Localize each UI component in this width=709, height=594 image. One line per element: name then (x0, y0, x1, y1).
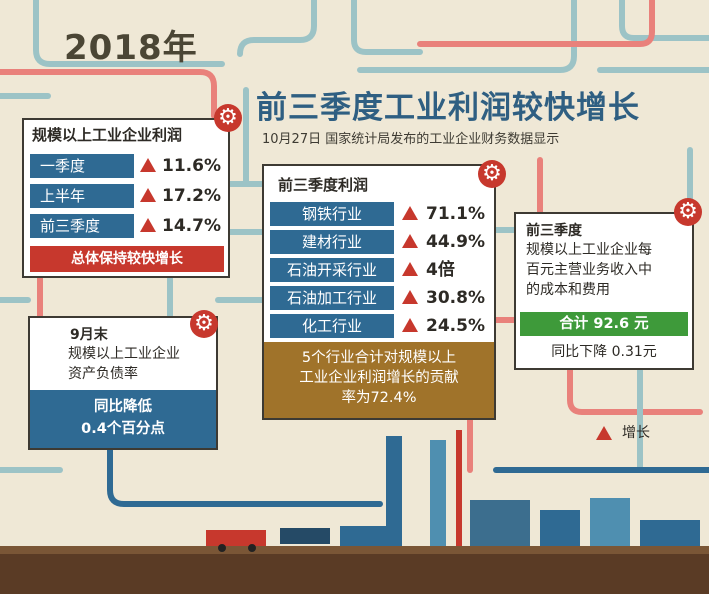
card-body: 规模以上工业企业每 百元主营业务收入中 的成本和费用 (526, 240, 652, 300)
row-label: 一季度 (30, 154, 134, 178)
card-title: 前三季度利润 (278, 176, 369, 194)
card-title: 前三季度 (526, 223, 582, 239)
cost-total: 合计 92.6 元 (520, 312, 688, 336)
row-label: 建材行业 (270, 230, 394, 254)
debt-ratio-card: 9月末 规模以上工业企业 资产负债率 同比降低 0.4个百分点 (28, 316, 218, 450)
card-footer: 总体保持较快增长 (30, 246, 224, 272)
card-title: 规模以上工业企业利润 (32, 126, 183, 144)
row-value: 11.6% (162, 156, 221, 176)
row-label: 石油开采行业 (270, 258, 394, 282)
body-line: 资产负债率 (68, 366, 138, 382)
row-value: 14.7% (162, 216, 221, 236)
increase-icon (402, 290, 418, 304)
factory-illustration (206, 430, 700, 552)
row-value: 44.9% (426, 232, 485, 252)
row-value: 30.8% (426, 288, 485, 308)
card-title: 9月末 (70, 327, 108, 343)
legend-label: 增长 (622, 425, 650, 441)
teal-pipe (33, 0, 225, 67)
card-body: 规模以上工业企业 资产负债率 (68, 344, 180, 384)
profit-growth-card: 规模以上工业企业利润 一季度 11.6% 上半年 17.2% 前三季度 14.7… (22, 118, 230, 278)
card-footer: 5个行业合计对规模以上 工业企业利润增长的贡献 率为72.4% (264, 342, 494, 418)
red-pipe-top (417, 0, 655, 47)
list-item: 前三季度 14.7% (30, 214, 224, 238)
increase-icon (402, 206, 418, 220)
footer-line: 0.4个百分点 (81, 421, 165, 437)
cost-change: 同比下降 0.31元 (551, 344, 657, 360)
list-item: 化工行业 24.5% (270, 314, 492, 338)
list-item: 钢铁行业 71.1% (270, 202, 492, 226)
body-line: 百元主营业务收入中 (526, 262, 652, 278)
page-subtitle: 10月27日 国家统计局发布的工业企业财务数据显示 (262, 132, 560, 147)
industry-profit-card: 前三季度利润 钢铁行业 71.1% 建材行业 44.9% 石油开采行业 4倍 石… (262, 164, 496, 420)
row-value: 4倍 (426, 260, 455, 280)
row-value: 17.2% (162, 186, 221, 206)
gear-icon: ⚙ (478, 160, 506, 188)
increase-icon (140, 218, 156, 232)
page-title: 前三季度工业利润较快增长 (256, 90, 640, 126)
row-value: 71.1% (426, 204, 485, 224)
card-footer: 同比降低 0.4个百分点 (30, 390, 216, 448)
footer-line: 工业企业利润增长的贡献 (299, 370, 459, 386)
red-pipe (0, 69, 217, 119)
gear-icon: ⚙ (214, 104, 242, 132)
row-label: 化工行业 (270, 314, 394, 338)
increase-icon (402, 234, 418, 248)
row-label: 钢铁行业 (270, 202, 394, 226)
row-value: 24.5% (426, 316, 485, 336)
footer-line: 5个行业合计对规模以上 (301, 350, 457, 366)
list-item: 建材行业 44.9% (270, 230, 492, 254)
list-item: 一季度 11.6% (30, 154, 224, 178)
list-item: 石油加工行业 30.8% (270, 286, 492, 310)
list-item: 上半年 17.2% (30, 184, 224, 208)
body-line: 的成本和费用 (526, 282, 610, 298)
gear-icon: ⚙ (674, 198, 702, 226)
increase-icon (402, 262, 418, 276)
cost-card: 前三季度 规模以上工业企业每 百元主营业务收入中 的成本和费用 合计 92.6 … (514, 212, 694, 370)
increase-icon (140, 158, 156, 172)
body-line: 规模以上工业企业 (68, 346, 180, 362)
body-line: 规模以上工业企业每 (526, 242, 652, 258)
increase-icon (140, 188, 156, 202)
footer-line: 率为72.4% (341, 390, 417, 406)
row-label: 上半年 (30, 184, 134, 208)
row-label: 石油加工行业 (270, 286, 394, 310)
year-label: 2018年 (64, 28, 198, 68)
increase-icon (402, 318, 418, 332)
row-label: 前三季度 (30, 214, 134, 238)
footer-line: 同比降低 (94, 399, 152, 415)
list-item: 石油开采行业 4倍 (270, 258, 492, 282)
increase-icon (596, 426, 612, 440)
gear-icon: ⚙ (190, 310, 218, 338)
